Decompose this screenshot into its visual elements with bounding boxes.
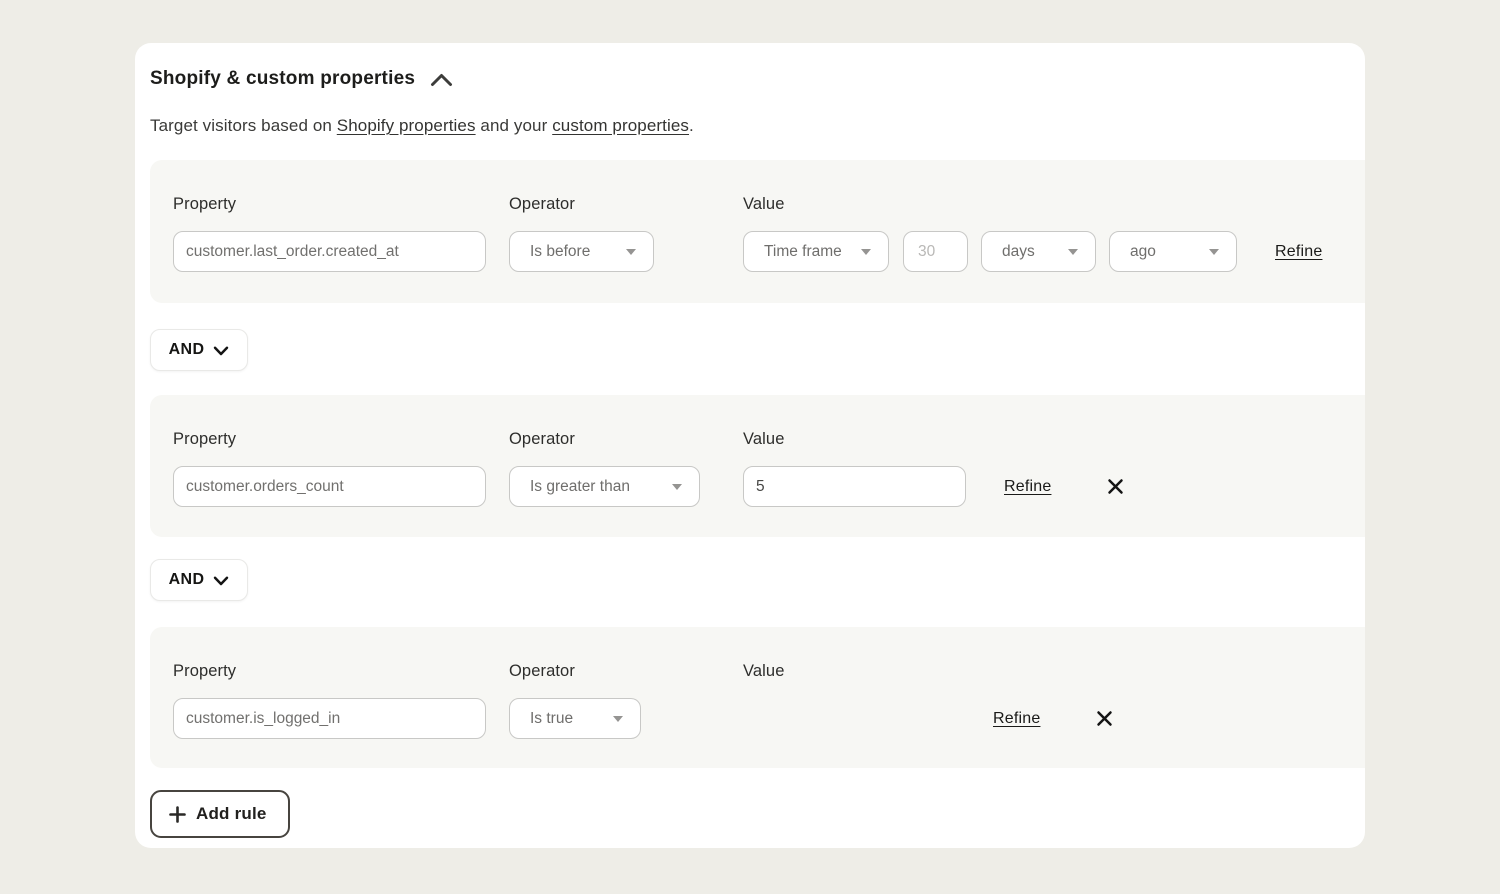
caret-down-icon	[861, 248, 871, 255]
custom-properties-link[interactable]: custom properties	[552, 116, 690, 135]
unit-value: days	[1002, 242, 1035, 260]
close-icon	[1096, 710, 1113, 727]
collapse-section-button[interactable]	[428, 71, 455, 89]
add-rule-button[interactable]: Add rule	[150, 790, 290, 838]
caret-down-icon	[1068, 248, 1078, 255]
remove-rule-button[interactable]	[1107, 478, 1124, 495]
property-label: Property	[173, 662, 237, 680]
operator-dropdown[interactable]: Is true	[509, 698, 641, 739]
direction-dropdown[interactable]: ago	[1109, 231, 1237, 272]
description-text: Target visitors based on	[150, 116, 337, 135]
value-type-dropdown[interactable]: Time frame	[743, 231, 889, 272]
refine-link[interactable]: Refine	[1275, 242, 1323, 260]
caret-down-icon	[672, 483, 682, 490]
value-label: Value	[743, 195, 785, 213]
amount-input[interactable]	[903, 231, 968, 272]
property-input[interactable]	[173, 466, 486, 507]
remove-rule-button[interactable]	[1096, 710, 1113, 727]
operator-dropdown[interactable]: Is greater than	[509, 466, 700, 507]
and-or-dropdown[interactable]: AND	[150, 329, 248, 371]
add-rule-label: Add rule	[196, 804, 267, 823]
chevron-down-icon	[213, 346, 229, 356]
rule-row: Property Operator Is before Value Time f…	[150, 160, 1365, 303]
unit-dropdown[interactable]: days	[981, 231, 1096, 272]
caret-down-icon	[626, 248, 636, 255]
property-input[interactable]	[173, 231, 486, 272]
refine-link[interactable]: Refine	[1004, 477, 1052, 495]
caret-down-icon	[1209, 248, 1219, 255]
shopify-properties-panel: Shopify & custom properties Target visit…	[135, 43, 1365, 848]
and-label: AND	[168, 571, 205, 588]
refine-link[interactable]: Refine	[993, 709, 1041, 727]
value-type-value: Time frame	[764, 242, 842, 260]
close-icon	[1107, 478, 1124, 495]
operator-label: Operator	[509, 662, 575, 680]
panel-title: Shopify & custom properties	[150, 68, 416, 89]
empty-value-area	[743, 698, 955, 739]
direction-value: ago	[1130, 242, 1156, 260]
operator-dropdown[interactable]: Is before	[509, 231, 654, 272]
chevron-down-icon	[213, 576, 229, 586]
property-label: Property	[173, 195, 237, 213]
shopify-properties-link[interactable]: Shopify properties	[336, 116, 476, 135]
and-or-dropdown[interactable]: AND	[150, 559, 248, 601]
operator-value: Is greater than	[530, 477, 630, 495]
value-label: Value	[743, 430, 785, 448]
value-label: Value	[743, 662, 785, 680]
description-text: and your	[475, 116, 553, 135]
value-input[interactable]	[743, 466, 966, 507]
rule-row: Property Operator Is greater than Value …	[150, 395, 1365, 537]
property-label: Property	[173, 430, 237, 448]
operator-label: Operator	[509, 195, 575, 213]
and-label: AND	[168, 341, 205, 358]
rule-row: Property Operator Is true Value Refine	[150, 627, 1365, 768]
panel-header: Shopify & custom properties	[150, 64, 455, 94]
caret-down-icon	[613, 715, 623, 722]
chevron-up-icon	[430, 73, 453, 87]
plus-icon	[169, 805, 186, 823]
operator-value: Is true	[530, 709, 574, 727]
description-text: .	[689, 116, 694, 135]
operator-label: Operator	[509, 430, 575, 448]
operator-value: Is before	[530, 242, 591, 260]
property-input[interactable]	[173, 698, 486, 739]
panel-description: Target visitors based on Shopify propert…	[150, 116, 694, 136]
